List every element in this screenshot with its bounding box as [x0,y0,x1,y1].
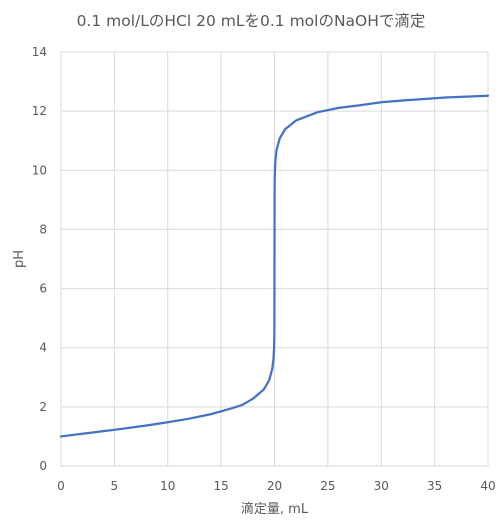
series-layer [59,94,490,438]
x-tick-label-5: 25 [320,479,335,493]
x-axis-title: 滴定量, mL [241,501,309,517]
x-tick-label-6: 30 [374,479,389,493]
plot-area [60,51,489,467]
y-tick-label-6: 12 [32,104,47,118]
y-tick-label-2: 4 [39,341,47,355]
y-tick-label-7: 14 [32,45,47,59]
x-tick-label-4: 20 [267,479,282,493]
series-line-0 [59,94,490,438]
y-tick-label-3: 6 [39,282,47,296]
x-tick-label-0: 0 [57,479,65,493]
y-tick-label-0: 0 [39,459,47,473]
x-tick-label-1: 5 [111,479,119,493]
chart-title: 0.1 mol/LのHCl 20 mLを0.1 molのNaOHで滴定 [77,12,426,30]
y-tick-label-5: 10 [32,163,47,177]
x-tick-label-8: 40 [480,479,495,493]
y-axis: 0 2 4 6 8 10 12 14 [32,45,47,473]
y-axis-title: pH [12,250,27,268]
x-tick-label-3: 15 [213,479,228,493]
x-axis: 0 5 10 15 20 25 30 35 40 [57,479,495,493]
x-tick-label-2: 10 [160,479,175,493]
y-tick-label-1: 2 [39,400,47,414]
y-tick-label-4: 8 [39,222,47,236]
x-tick-label-7: 35 [427,479,442,493]
